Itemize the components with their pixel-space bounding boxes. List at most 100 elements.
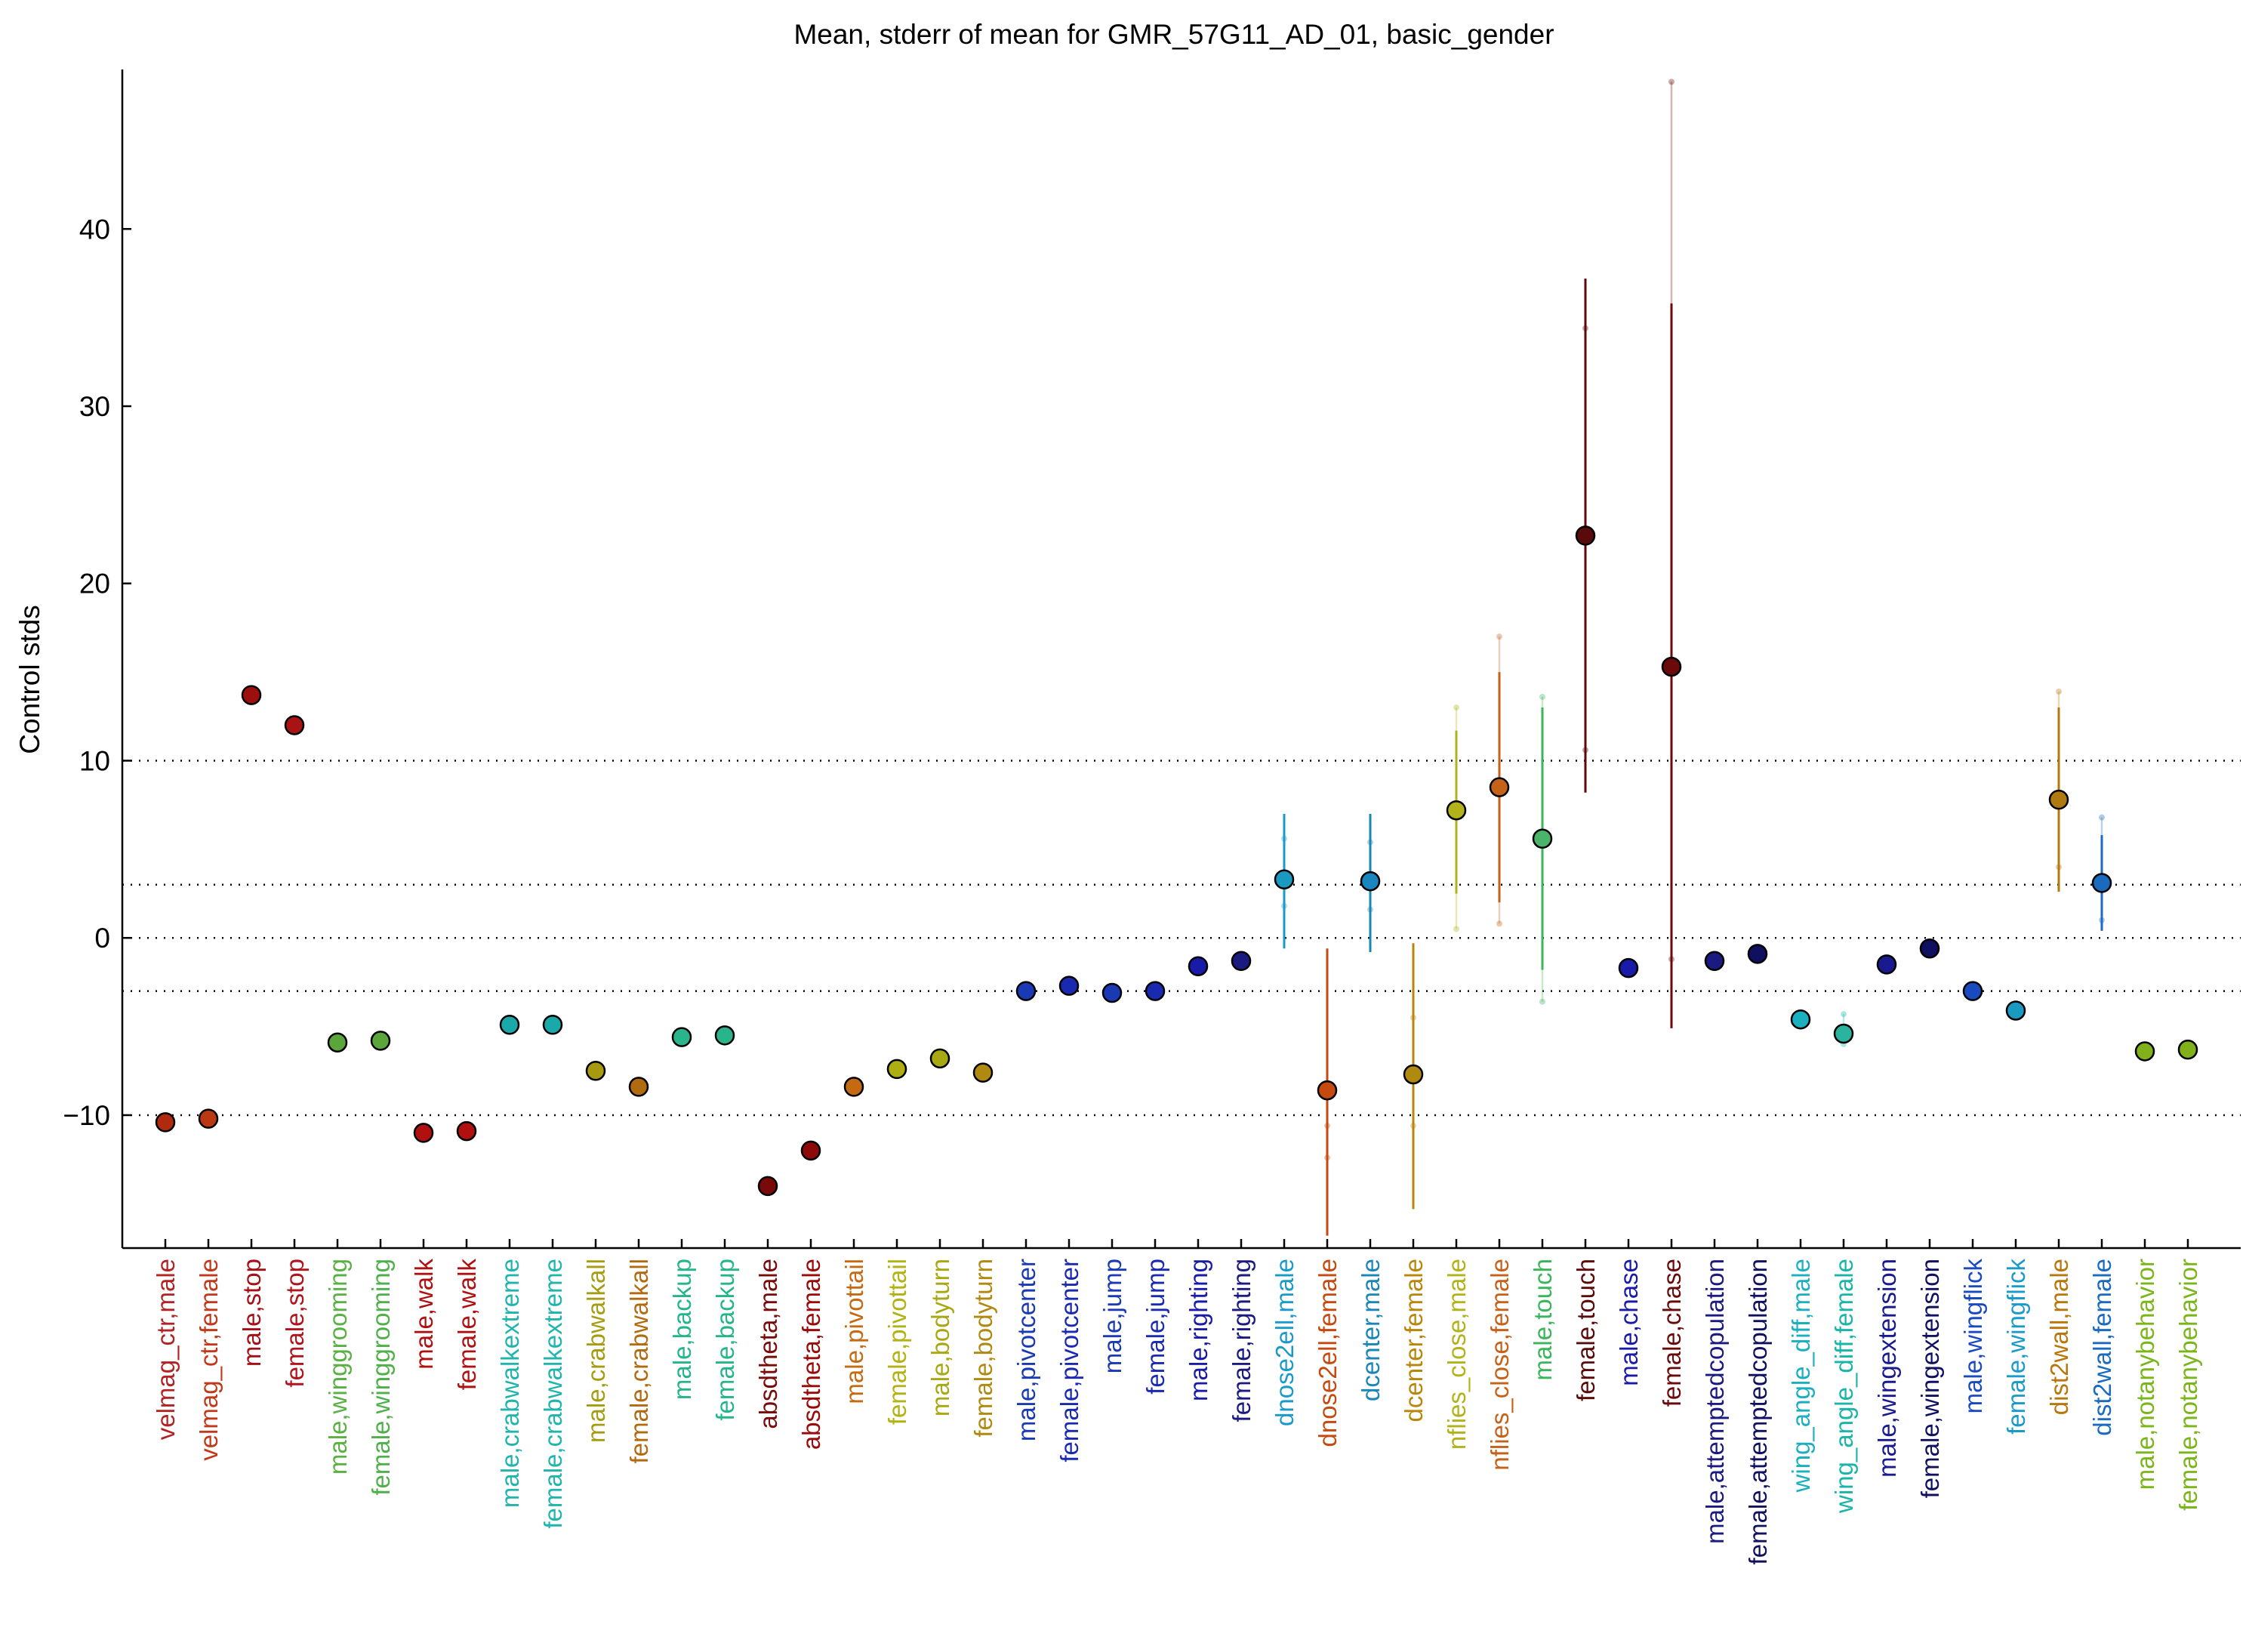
- x-tick-label: female,walk: [453, 1259, 481, 1391]
- mean-marker: [456, 1120, 477, 1142]
- x-tick-label: dnose2ell,female: [1314, 1259, 1342, 1447]
- x-tick-label: female,pivottail: [883, 1259, 911, 1425]
- y-tick-label: 40: [79, 214, 110, 245]
- y-tick-label: 0: [94, 923, 110, 954]
- mean-marker: [714, 1025, 735, 1046]
- mean-marker: [2005, 1000, 2026, 1021]
- x-tick-label: male,notanybehavior: [2131, 1259, 2159, 1490]
- x-tick-label: female,pivotcenter: [1055, 1259, 1083, 1462]
- x-tick-label: male,righting: [1185, 1259, 1212, 1401]
- x-tick-label: wing_angle_diff,male: [1787, 1259, 1815, 1493]
- x-tick-label: female,bodyturn: [969, 1259, 997, 1438]
- mean-marker: [1058, 975, 1080, 996]
- faint-error-cap: [1496, 633, 1502, 640]
- mean-marker: [1317, 1080, 1338, 1101]
- x-tick-label: male,stop: [238, 1259, 266, 1367]
- mean-marker: [886, 1059, 907, 1080]
- x-tick-label: male,crabwalkextreme: [496, 1259, 524, 1508]
- mean-marker: [1360, 871, 1381, 892]
- y-tick-label: 20: [79, 569, 110, 599]
- x-tick-label: male,touch: [1529, 1259, 1557, 1380]
- mean-marker: [284, 715, 305, 735]
- mean-marker: [929, 1048, 950, 1069]
- x-tick-label: male,bodyturn: [926, 1259, 954, 1416]
- faint-error-cap: [2099, 814, 2105, 821]
- x-tick-label: female,chase: [1658, 1259, 1686, 1407]
- x-tick-label: absdtheta,female: [797, 1259, 825, 1450]
- x-tick-label: male,winggrooming: [324, 1259, 352, 1475]
- x-tick-label: female,winggrooming: [367, 1259, 395, 1496]
- mean-marker: [1747, 944, 1768, 964]
- y-tick-label: 10: [79, 745, 110, 776]
- faint-error-cap: [1539, 998, 1545, 1005]
- mean-marker: [1532, 828, 1553, 849]
- mean-marker: [542, 1014, 563, 1035]
- x-tick-label: male,wingflick: [1959, 1259, 1987, 1414]
- faint-error-cap: [1453, 926, 1459, 932]
- x-tick-label: velmag_ctr,male: [152, 1259, 180, 1440]
- faint-error-cap: [2056, 688, 2062, 695]
- x-tick-label: male,pivottail: [840, 1259, 868, 1404]
- mean-marker: [1704, 951, 1725, 971]
- x-tick-label: female,notanybehavior: [2174, 1259, 2202, 1511]
- x-tick-label: male,walk: [410, 1259, 438, 1370]
- mean-marker: [1876, 954, 1897, 975]
- x-tick-label: nflies_close,male: [1443, 1259, 1471, 1450]
- x-tick-label: nflies_close,female: [1486, 1259, 1514, 1471]
- mean-marker: [972, 1062, 994, 1083]
- x-ticks: velmag_ctr,male velmag_ctr,female male,sto…: [152, 1239, 2202, 1564]
- mean-marker: [499, 1014, 520, 1035]
- mean-marker: [1446, 800, 1467, 821]
- mean-marker: [241, 685, 262, 705]
- mean-marker: [1015, 981, 1037, 1001]
- mean-marker: [1188, 956, 1209, 977]
- mean-marker: [155, 1112, 176, 1133]
- mean-marker: [2134, 1041, 2155, 1062]
- x-tick-label: female,wingflick: [2002, 1259, 2030, 1435]
- x-tick-label: velmag_ctr,female: [195, 1259, 223, 1461]
- y-tick-label: −10: [63, 1100, 110, 1131]
- mean-marker: [327, 1032, 348, 1053]
- mean-marker: [1661, 656, 1682, 677]
- mean-marker: [1274, 869, 1295, 889]
- mean-marker: [2177, 1039, 2198, 1060]
- x-tick-label: dcenter,male: [1357, 1259, 1385, 1401]
- mean-marker: [628, 1077, 649, 1097]
- x-tick-label: male,backup: [668, 1259, 696, 1400]
- mean-marker: [1575, 525, 1596, 546]
- x-tick-label: female,backup: [711, 1259, 739, 1421]
- x-tick-label: male,jump: [1098, 1259, 1126, 1373]
- mean-marker: [1145, 981, 1166, 1001]
- faint-error-cap: [1668, 79, 1674, 85]
- mean-marker: [413, 1123, 434, 1143]
- x-tick-label: dnose2ell,male: [1271, 1259, 1299, 1426]
- x-tick-label: male,crabwalkall: [582, 1259, 610, 1443]
- x-tick-label: male,pivotcenter: [1012, 1259, 1040, 1441]
- x-tick-label: male,chase: [1615, 1259, 1643, 1386]
- x-tick-label: dist2wall,female: [2088, 1259, 2116, 1436]
- reference-lines: [122, 760, 2241, 1117]
- mean-marker: [198, 1108, 219, 1129]
- y-tick-label: 30: [79, 391, 110, 422]
- faint-error-cap: [1539, 693, 1545, 700]
- mean-marker: [1618, 957, 1639, 979]
- faint-error-cap: [1841, 1011, 1847, 1018]
- x-tick-label: male,attemptedcopulation: [1701, 1259, 1729, 1544]
- x-tick-label: wing_angle_diff,female: [1830, 1259, 1858, 1514]
- mean-marker: [1833, 1023, 1854, 1044]
- x-tick-label: dist2wall,male: [2045, 1259, 2073, 1415]
- x-tick-label: female,crabwalkextreme: [539, 1259, 567, 1529]
- y-axis-label: Control stds: [14, 605, 45, 754]
- y-ticks: −10 0 10 20 30 40: [63, 214, 131, 1131]
- mean-marker: [2091, 873, 2112, 893]
- mean-marker: [1489, 777, 1510, 797]
- mean-marker: [800, 1140, 821, 1161]
- x-tick-label: female,stop: [281, 1259, 309, 1388]
- mean-marker: [1790, 1009, 1811, 1030]
- mean-marker: [757, 1176, 778, 1197]
- x-tick-label: female,wingextension: [1916, 1259, 1944, 1498]
- mean-marker: [1919, 938, 1940, 959]
- x-tick-label: female,crabwalkall: [625, 1259, 653, 1463]
- chart-title: Mean, stderr of mean for GMR_57G11_AD_01…: [793, 19, 1554, 50]
- x-tick-label: male,wingextension: [1873, 1259, 1901, 1478]
